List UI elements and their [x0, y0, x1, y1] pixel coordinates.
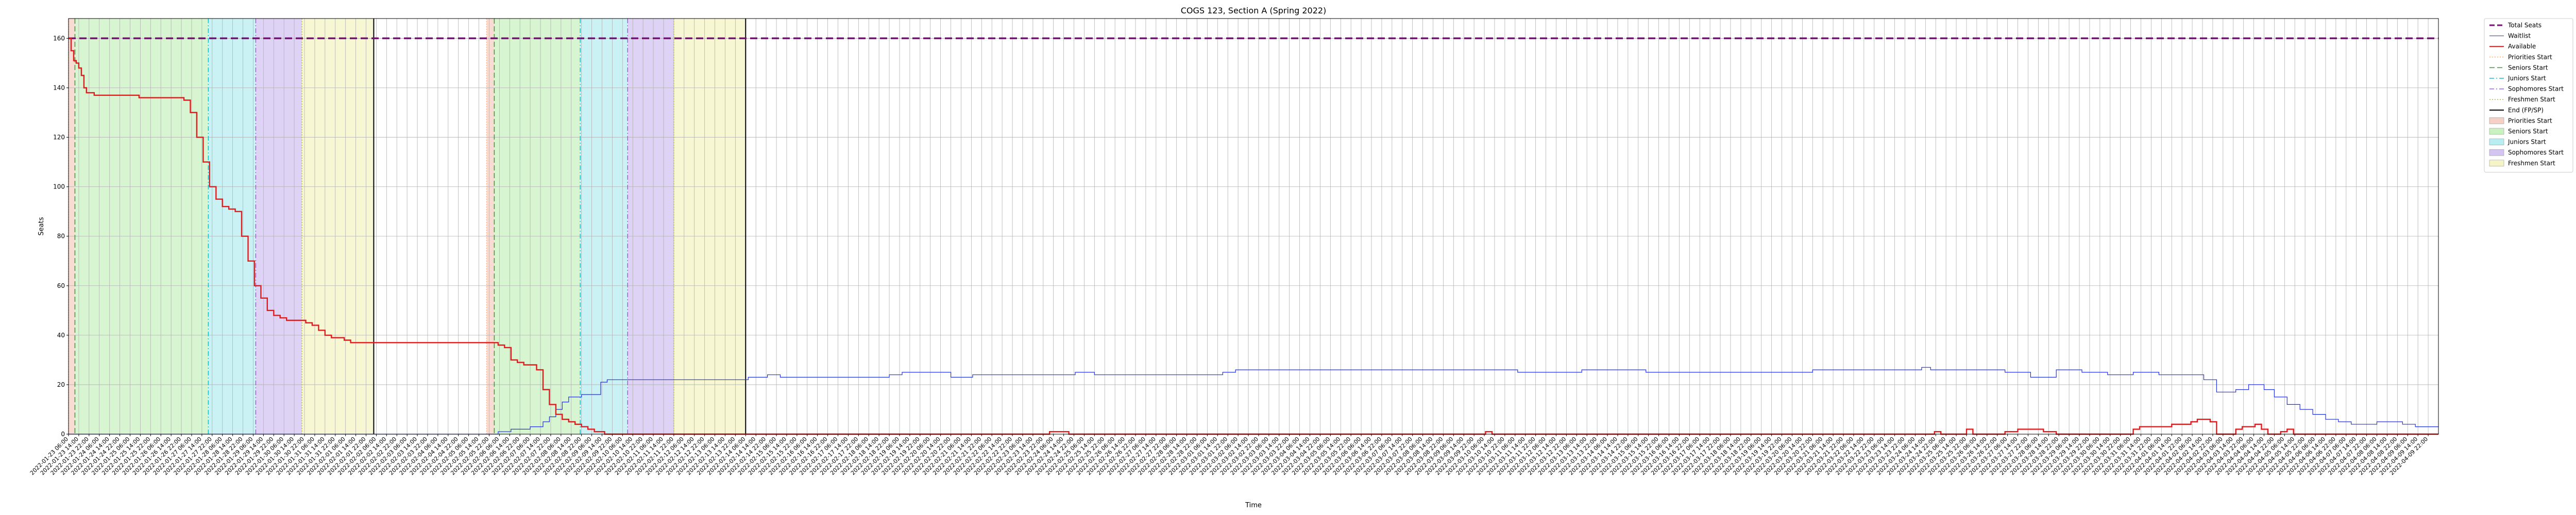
legend: Total Seats Waitlist Available Priorities S…: [2484, 18, 2573, 173]
y-axis-ticks: 0 20 40 60 80 100 120 140 160: [53, 35, 69, 438]
period-lines: [68, 19, 747, 434]
legend-swatch: [2489, 139, 2504, 145]
legend-label: Sophomores Start: [2508, 85, 2564, 93]
y-tick-label: 40: [57, 332, 65, 339]
series-lines: [69, 37, 2438, 435]
legend-label: Waitlist: [2508, 32, 2531, 40]
plot-frame: [68, 18, 2439, 435]
region-shade: [256, 19, 302, 434]
y-axis-label: Seats: [38, 217, 45, 235]
legend-label: Juniors Start: [2507, 75, 2546, 82]
available-series-line: [69, 38, 2438, 435]
y-tick-label: 100: [53, 183, 65, 191]
legend-label: Seniors Start: [2508, 64, 2548, 71]
grid: [68, 19, 2438, 435]
legend-label: End (FP/SP): [2508, 107, 2544, 114]
legend-swatch: [2489, 128, 2504, 135]
region-shade: [302, 19, 374, 434]
legend-box: [2484, 18, 2573, 173]
region-shade: [75, 19, 209, 434]
y-tick-label: 160: [53, 35, 65, 42]
legend-swatch: [2489, 160, 2504, 167]
y-tick-label: 120: [53, 134, 65, 141]
region-shade: [673, 19, 746, 434]
y-tick-label: 80: [57, 233, 65, 240]
y-tick-label: 0: [61, 431, 65, 438]
legend-label: Freshmen Start: [2508, 160, 2555, 167]
y-tick-label: 20: [57, 381, 65, 388]
chart-title: COGS 123, Section A (Spring 2022): [1181, 6, 1327, 15]
legend-label: Priorities Start: [2508, 117, 2552, 124]
waitlist-series-line: [69, 367, 2438, 435]
x-axis-label: Time: [1245, 502, 1262, 509]
y-tick-label: 140: [53, 84, 65, 92]
legend-swatch: [2489, 117, 2504, 124]
legend-label: Sophomores Start: [2508, 149, 2564, 156]
y-tick-label: 60: [57, 282, 65, 289]
region-shade: [628, 19, 674, 434]
region-shade: [486, 19, 495, 434]
legend-label: Juniors Start: [2507, 139, 2546, 146]
legend-label: Available: [2508, 43, 2536, 50]
legend-label: Seniors Start: [2508, 128, 2548, 135]
legend-label: Freshmen Start: [2508, 96, 2555, 103]
legend-swatch: [2489, 149, 2504, 156]
region-shade: [580, 19, 628, 434]
region-shade: [494, 19, 581, 434]
legend-label: Priorities Start: [2508, 54, 2552, 61]
region-shade: [69, 19, 75, 434]
legend-label: Total Seats: [2507, 22, 2541, 29]
region-shade: [208, 19, 256, 434]
